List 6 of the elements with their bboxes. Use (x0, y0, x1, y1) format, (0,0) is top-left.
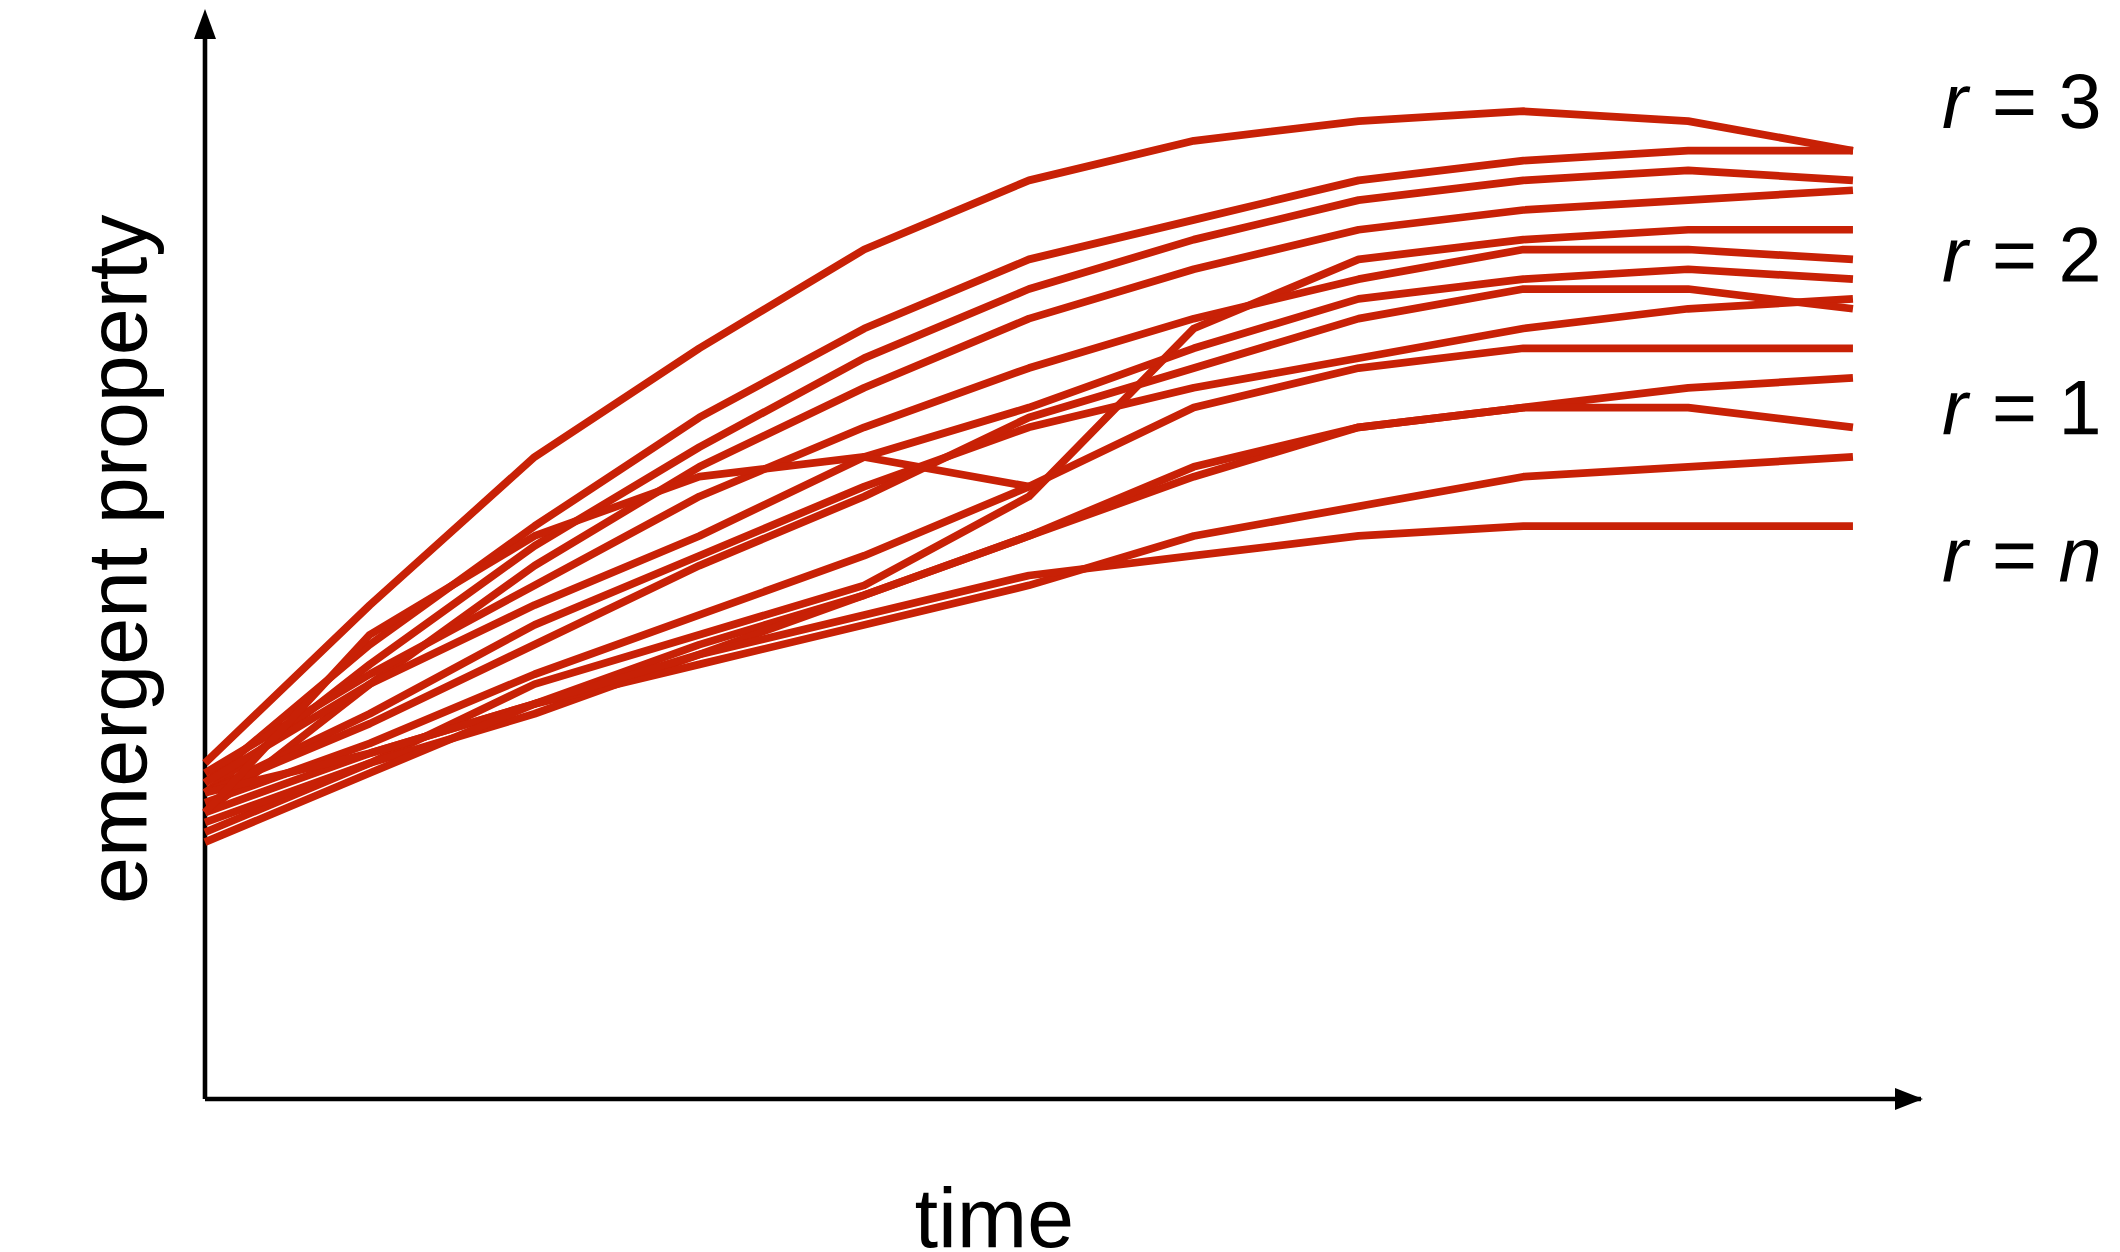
text: r = 3 (1943, 73, 2099, 129)
y-axis-title: emergent property (91, 214, 164, 901)
text: r = n (1943, 539, 2099, 582)
text: r = 2 (1943, 227, 2098, 282)
text: r = 1 (1943, 380, 2098, 435)
x-axis-title: time (915, 1186, 1071, 1249)
